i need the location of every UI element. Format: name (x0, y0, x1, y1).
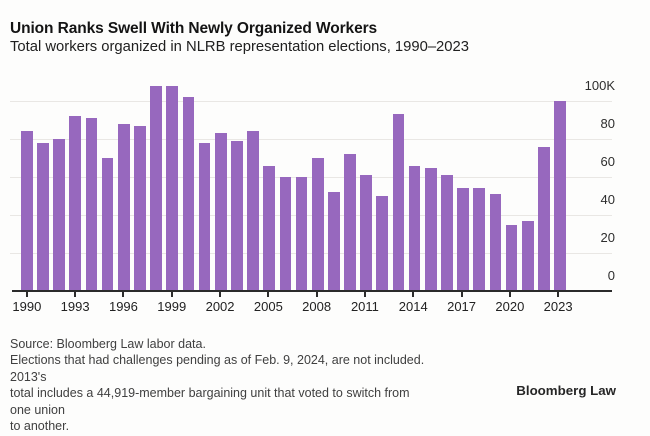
bar-1994 (85, 118, 98, 291)
gridline-100k (10, 101, 612, 102)
bar-2020 (505, 224, 518, 291)
x-axis-label: 2020 (495, 299, 525, 314)
bar-2023 (554, 101, 566, 291)
source-note: Source: Bloomberg Law labor data. (10, 337, 206, 351)
bar-2010 (344, 154, 356, 291)
x-axis-tick (122, 292, 125, 297)
bar-2016 (441, 175, 453, 291)
x-axis-label: 2023 (543, 299, 573, 314)
bar-1997 (134, 125, 146, 291)
bar-2015 (424, 167, 437, 291)
x-axis-tick (412, 292, 415, 297)
footer-notes: Source: Bloomberg Law labor data. Electi… (10, 336, 430, 434)
x-axis-tick (267, 292, 270, 297)
bar-series (21, 81, 566, 291)
x-axis-label: 1990 (12, 299, 42, 314)
bar-2018 (473, 188, 486, 291)
x-axis-label: 2017 (447, 299, 477, 314)
bar-2007 (295, 177, 308, 291)
bar-2008 (311, 158, 324, 291)
bar-2009 (327, 192, 340, 291)
bloomberg-law-logo: Bloomberg Law (516, 383, 616, 398)
bar-1993 (69, 116, 82, 291)
bar-2011 (360, 175, 372, 291)
bar-1995 (101, 158, 114, 291)
x-axis-label: 2014 (398, 299, 428, 314)
bar-2014 (408, 165, 421, 291)
bar-2004 (247, 131, 259, 291)
bar-2012 (376, 196, 389, 291)
bar-1990 (21, 131, 33, 291)
bar-2003 (231, 140, 243, 291)
gridline-20k (10, 253, 612, 254)
bar-2000 (182, 97, 195, 291)
x-axis-tick (170, 292, 173, 297)
x-axis-label: 2002 (205, 299, 235, 314)
bar-1992 (53, 139, 65, 291)
gridline-40k (10, 215, 612, 216)
chart-title: Union Ranks Swell With Newly Organized W… (10, 20, 378, 37)
bar-2002 (214, 133, 227, 291)
x-axis-tick (74, 292, 77, 297)
gridline-60k (10, 177, 612, 178)
footnote-line: Elections that had challenges pending as… (10, 353, 425, 384)
bar-2021 (521, 220, 534, 291)
x-axis-line (12, 290, 612, 292)
bar-2019 (489, 194, 502, 291)
y-axis-label: 40 (600, 192, 615, 207)
x-axis-label: 1993 (60, 299, 90, 314)
bar-1999 (166, 85, 179, 291)
x-axis-label: 2008 (302, 299, 332, 314)
bar-2005 (263, 165, 276, 291)
x-axis-tick (315, 292, 318, 297)
x-axis-label: 2011 (350, 299, 379, 314)
bar-2006 (279, 177, 292, 291)
bar-1991 (37, 142, 49, 291)
bar-2022 (538, 146, 550, 291)
x-axis-tick (460, 292, 463, 297)
y-axis-label: 100K (584, 78, 615, 93)
y-axis-label: 60 (600, 154, 615, 169)
y-axis-label: 80 (600, 116, 615, 131)
bar-2001 (198, 142, 211, 291)
x-axis-label: 2005 (253, 299, 283, 314)
gridline-80k (10, 139, 612, 140)
bar-1998 (150, 85, 162, 291)
y-axis-label: 20 (600, 230, 615, 245)
x-axis-label: 1996 (108, 299, 138, 314)
bar-2017 (457, 188, 469, 291)
bar-1996 (117, 123, 130, 291)
x-axis-label: 1999 (157, 299, 187, 314)
x-axis-tick (25, 292, 28, 297)
x-axis-tick (557, 292, 560, 297)
x-axis-tick (219, 292, 222, 297)
x-axis-tick (508, 292, 511, 297)
bar-2013 (392, 114, 405, 291)
footnote-line: total includes a 44,919-member bargainin… (10, 386, 410, 417)
x-axis-tick (363, 292, 366, 297)
chart-subtitle: Total workers organized in NLRB represen… (10, 39, 469, 55)
footnote-line: to another. (10, 419, 70, 434)
y-axis-label: 0 (607, 268, 615, 283)
